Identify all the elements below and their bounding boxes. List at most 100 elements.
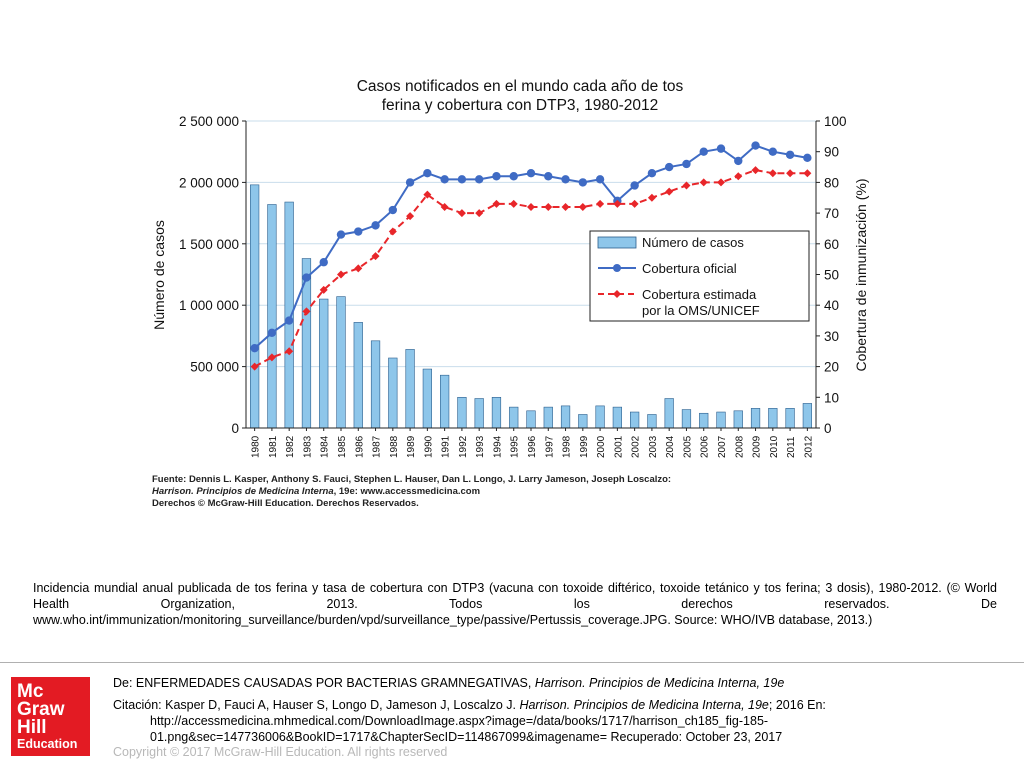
x-tick-label: 1996 (527, 435, 538, 458)
chart-svg: 0 500 000 1 000 000 1 500 000 2 000 000 2 500… (151, 78, 869, 458)
reference-citation-book: Harrison. Principios de Medicina Interna… (519, 698, 769, 712)
source-line-1: Fuente: Dennis L. Kasper, Anthony S. Fau… (152, 474, 672, 485)
legend-estimated-marker (613, 290, 621, 298)
official-coverage-point (699, 147, 708, 156)
official-coverage-point (664, 162, 674, 172)
source-line-3: Derechos © McGraw-Hill Education. Derech… (152, 498, 419, 509)
bar (560, 405, 571, 429)
right-tick-label: 90 (824, 145, 839, 160)
right-tick-label: 60 (824, 237, 839, 252)
official-coverage-point (302, 273, 311, 282)
official-coverage-point (267, 328, 277, 338)
reference-url-line-2: 01.png&sec=147736006&BookID=1717&Chapter… (150, 730, 783, 744)
x-tick-label: 2009 (752, 435, 763, 458)
estimated-coverage-point (630, 199, 639, 208)
x-tick-label: 2001 (613, 435, 624, 458)
axes (242, 120, 820, 431)
official-coverage-point (492, 172, 501, 181)
left-axis-label: Número de casos (151, 220, 167, 330)
estimated-coverage-point (561, 202, 570, 211)
x-tick-label: 1997 (544, 435, 555, 458)
estimated-coverage-point (699, 178, 708, 187)
logo-line-3: Hill (17, 717, 47, 738)
estimated-coverage-point (285, 347, 294, 356)
official-coverage-point (595, 175, 605, 184)
bar (474, 398, 484, 429)
estimated-coverage-point (337, 270, 345, 279)
estimated-coverage-point (665, 187, 674, 196)
official-coverage-point (250, 343, 259, 353)
official-coverage-point (544, 172, 553, 181)
estimated-coverage-point (388, 227, 397, 236)
mcgraw-hill-logo: Mc Graw Hill Education (11, 677, 90, 756)
official-coverage-point (284, 316, 294, 325)
bar (267, 204, 277, 429)
official-coverage-point (578, 178, 588, 187)
official-coverage-point (630, 181, 639, 190)
left-tick-label: 2 500 000 (179, 114, 239, 129)
x-tick-label: 1992 (458, 435, 469, 458)
reference-citation: Citación: Kasper D, Fauci A, Hauser S, L… (113, 697, 826, 713)
reference-url-line-1: http://accessmedicina.mhmedical.com/Down… (150, 714, 769, 728)
figure-caption: Incidencia mundial anual publicada de to… (33, 581, 997, 627)
right-axis-label: Cobertura de inmunización (%) (853, 179, 869, 372)
bar (526, 410, 536, 429)
left-tick-label: 2 000 000 (179, 175, 239, 190)
estimated-coverage-point (596, 199, 605, 208)
estimated-coverage-point (492, 199, 501, 208)
right-tick-label: 20 (824, 360, 839, 375)
x-tick-label: 2002 (631, 435, 642, 458)
x-tick-label: 1999 (579, 435, 590, 458)
estimated-coverage-point (302, 307, 311, 316)
x-tick-label: 1985 (337, 435, 348, 458)
x-tick-label: 2008 (734, 435, 745, 458)
x-tick-label: 1988 (389, 435, 400, 458)
bar (802, 403, 812, 429)
bar (647, 414, 657, 429)
official-coverage-point (682, 159, 691, 169)
bar (336, 296, 346, 429)
logo-line-4: Education (17, 737, 78, 751)
bar (578, 414, 588, 429)
official-coverage-point (509, 172, 518, 181)
x-tick-label: 2004 (665, 435, 676, 458)
estimated-coverage-point (786, 169, 795, 178)
estimated-coverage-point (319, 285, 328, 294)
estimated-coverage-point (647, 193, 656, 202)
bar (370, 340, 381, 429)
right-tick-label: 40 (824, 298, 839, 313)
x-tick-label: 1983 (302, 435, 313, 458)
estimated-coverage-point (250, 362, 259, 371)
chart-title-line1: Casos notificados en el mundo cada año d… (357, 78, 684, 95)
right-tick-label: 80 (824, 175, 839, 190)
estimated-coverage-point (406, 212, 415, 221)
estimated-coverage-point (578, 202, 587, 211)
legend-cases-label: Número de casos (642, 235, 744, 250)
bar (716, 411, 726, 429)
left-tick-label: 1 500 000 (179, 237, 239, 252)
reference-from-book: Harrison. Principios de Medicina Interna… (534, 676, 785, 690)
official-coverage-point (647, 168, 657, 178)
x-tick-label: 1984 (320, 435, 331, 458)
bar (543, 406, 553, 429)
estimated-coverage-point (734, 172, 743, 181)
bar (509, 406, 519, 429)
reference-from: De: ENFERMEDADES CAUSADAS POR BACTERIAS … (113, 675, 784, 691)
bar (388, 357, 398, 429)
left-tick-label: 0 (231, 421, 239, 436)
x-tick-label: 2006 (700, 435, 711, 458)
x-tick-label: 1990 (423, 435, 434, 458)
official-coverage-point (734, 156, 743, 166)
x-tick-label: 1989 (406, 435, 417, 458)
legend-estimated-label-2: por la OMS/UNICEF (642, 303, 760, 318)
bar (612, 406, 622, 429)
x-tick-label: 1981 (268, 435, 279, 458)
reference-citation-suffix: ; 2016 En: (768, 698, 826, 712)
bar (630, 411, 640, 429)
official-coverage-point (405, 178, 415, 187)
bar (250, 184, 260, 429)
tick-labels: 0 500 000 1 000 000 1 500 000 2 000 000 2 500… (179, 114, 847, 458)
bar (785, 408, 795, 429)
bar (681, 409, 692, 429)
bar (699, 412, 709, 429)
